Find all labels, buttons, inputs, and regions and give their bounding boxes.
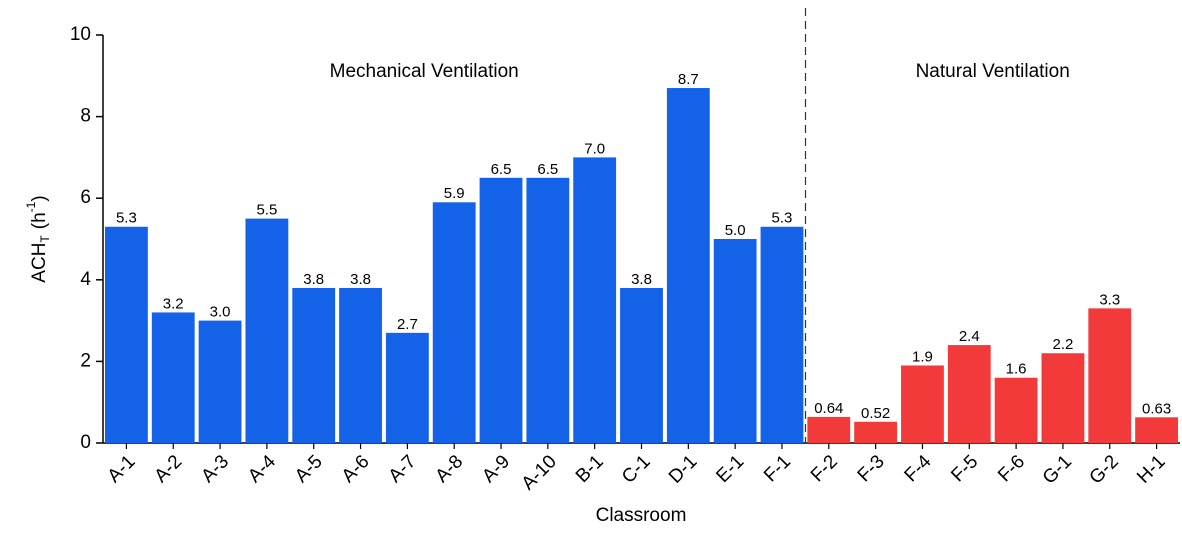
x-tick-label: A-5	[291, 451, 327, 487]
value-label: 3.8	[350, 271, 371, 288]
bar	[994, 377, 1038, 443]
bar	[854, 421, 898, 443]
bar	[479, 177, 523, 444]
x-axis-title: Classroom	[596, 505, 687, 526]
section-label: Natural Ventilation	[916, 61, 1070, 82]
value-label: 6.5	[491, 161, 512, 178]
value-label: 1.6	[1006, 361, 1027, 378]
value-label: 3.8	[303, 271, 324, 288]
value-label: 2.7	[397, 316, 418, 333]
x-tick-label: G-1	[1039, 451, 1076, 488]
value-label: 3.0	[210, 304, 231, 321]
bar	[292, 287, 336, 443]
y-axis-title: ACHT (h-1)	[24, 195, 52, 282]
x-tick-label: F-2	[807, 451, 842, 486]
bar	[526, 177, 570, 444]
x-tick-label: F-6	[994, 451, 1029, 486]
bar	[339, 287, 382, 443]
y-tick-label: 8	[80, 106, 91, 127]
x-tick-label: B-1	[572, 451, 608, 487]
x-tick-label: D-1	[665, 451, 702, 488]
bar	[807, 416, 851, 443]
x-tick-label: F-1	[760, 451, 795, 486]
value-label: 0.52	[861, 405, 890, 422]
bar	[105, 226, 148, 443]
value-label: 2.4	[959, 328, 980, 345]
value-label: 8.7	[678, 71, 699, 88]
bar	[385, 332, 429, 443]
value-label: 0.64	[814, 400, 843, 417]
y-label-close: )	[29, 195, 50, 201]
y-tick-label: 4	[80, 269, 91, 290]
value-label: 5.3	[772, 210, 793, 227]
y-label-sub: T	[38, 235, 52, 243]
bar	[1135, 417, 1178, 443]
bar	[573, 157, 617, 443]
x-tick-label: A-3	[197, 451, 233, 487]
x-tick-label: H-1	[1133, 451, 1170, 488]
x-tick-label: A-6	[338, 451, 374, 487]
bar	[901, 365, 944, 443]
bar	[947, 345, 991, 443]
bar	[1088, 308, 1132, 443]
y-label-sup: -1	[24, 201, 38, 212]
y-tick-label: 10	[70, 24, 91, 45]
y-tick-label: 2	[80, 350, 91, 371]
x-tick-label: A-10	[518, 451, 561, 494]
value-label: 5.9	[444, 185, 465, 202]
bar	[245, 218, 289, 443]
value-label: 3.3	[1099, 291, 1120, 308]
x-tick-label: C-1	[618, 451, 655, 488]
bar	[666, 88, 710, 443]
x-tick-label: A-9	[478, 451, 514, 487]
bar	[432, 202, 476, 443]
value-label: 5.5	[256, 202, 277, 219]
y-label-unit: (h	[29, 212, 50, 229]
x-tick-label: F-3	[854, 451, 889, 486]
value-label: 3.2	[163, 295, 184, 312]
bar	[198, 320, 242, 443]
x-tick-label: A-8	[432, 451, 468, 487]
bar	[620, 287, 663, 443]
value-label: 0.63	[1142, 400, 1171, 417]
y-label-main: ACH	[29, 243, 50, 283]
x-tick-label: F-5	[947, 451, 982, 486]
y-tick-label: 0	[80, 432, 91, 453]
bar	[151, 312, 195, 443]
x-tick-label: E-1	[712, 451, 748, 487]
value-label: 6.5	[537, 161, 558, 178]
value-label: 1.9	[912, 348, 933, 365]
x-tick-label: F-4	[901, 451, 936, 486]
value-label: 5.3	[116, 210, 137, 227]
y-tick-label: 6	[80, 187, 91, 208]
value-label: 7.0	[584, 140, 605, 157]
bar	[1041, 353, 1085, 443]
x-tick-label: G-2	[1086, 451, 1123, 488]
section-label: Mechanical Ventilation	[330, 61, 519, 82]
x-tick-label: A-4	[244, 451, 280, 487]
bar	[760, 226, 804, 443]
x-tick-label: A-7	[385, 451, 421, 487]
x-tick-label: A-1	[104, 451, 140, 487]
x-tick-label: A-2	[151, 451, 187, 487]
bar	[713, 239, 757, 443]
value-label: 5.0	[725, 222, 746, 239]
value-label: 2.2	[1053, 336, 1074, 353]
value-label: 3.8	[631, 271, 652, 288]
